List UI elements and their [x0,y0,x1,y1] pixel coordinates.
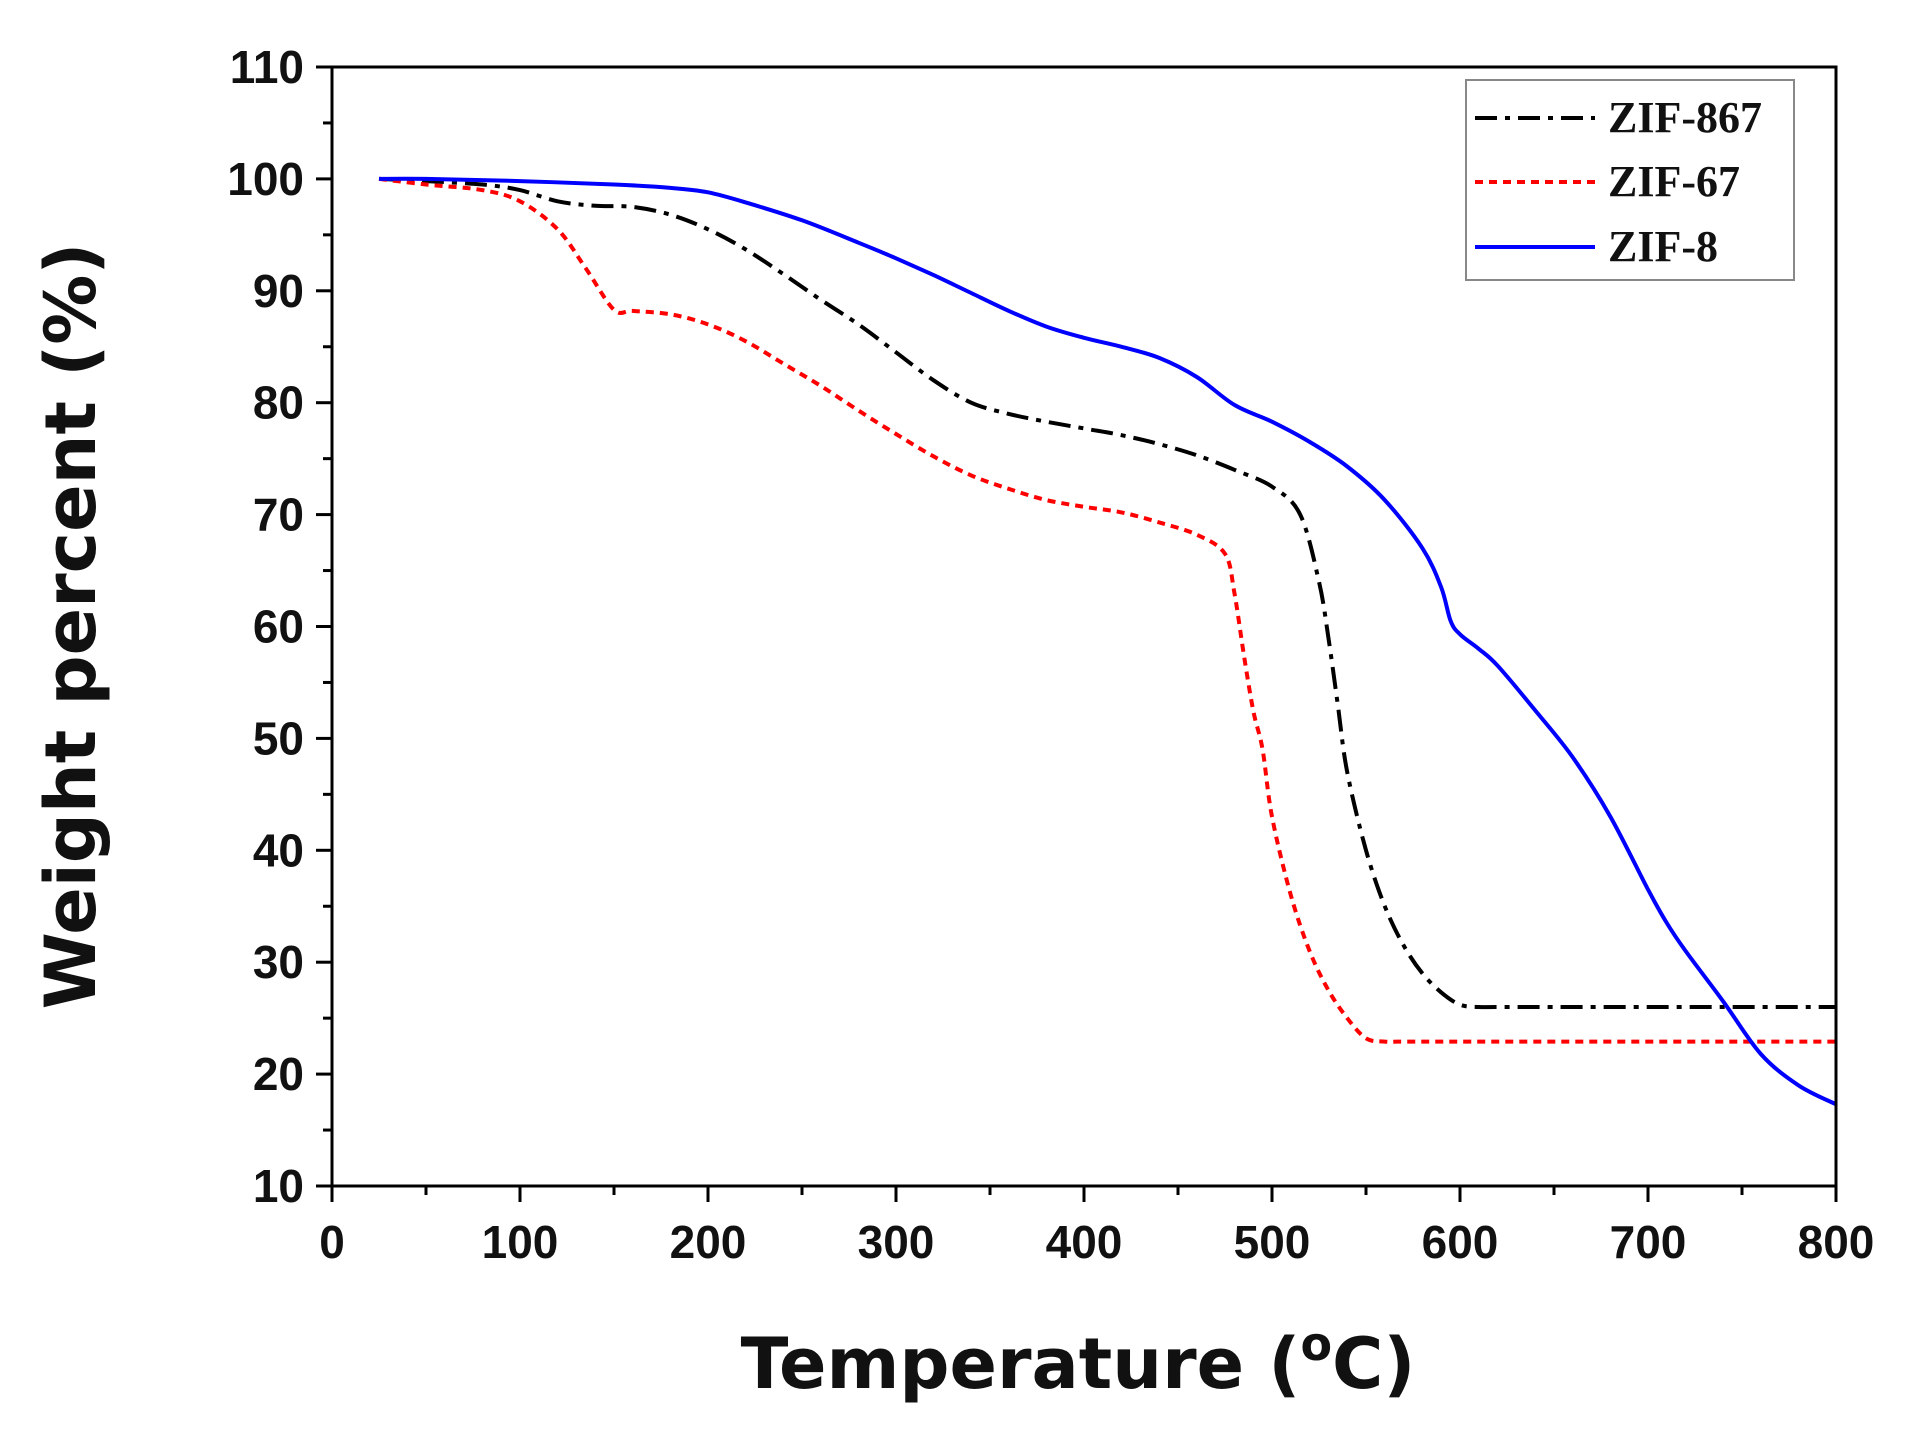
y-tick-label: 60 [253,601,304,653]
x-axis-title-main: Temperature ( [741,1323,1301,1405]
y-tick-label: 10 [253,1160,304,1212]
y-tick-label: 70 [253,489,304,541]
x-tick-label: 500 [1234,1216,1311,1268]
axis-ticks: 0 100 200 300 400 500 600 700 800 10 20 30 40 50 60 70 8… [227,41,1874,1268]
x-axis-title-superscript: o [1300,1317,1332,1371]
y-tick-label: 40 [253,824,304,876]
y-axis-title: Weight percent (%) [30,243,112,1010]
x-tick-label: 200 [670,1216,747,1268]
legend-label-zif-8: ZIF-8 [1608,222,1718,271]
x-tick-label: 0 [319,1216,345,1268]
y-tick-label: 90 [253,265,304,317]
x-tick-label: 800 [1798,1216,1875,1268]
x-axis-title-unit: C) [1332,1323,1415,1405]
x-tick-label: 600 [1422,1216,1499,1268]
y-tick-label: 110 [230,41,304,93]
legend-label-zif-867: ZIF-867 [1608,93,1762,142]
legend: ZIF-867 ZIF-67 ZIF-8 [1465,79,1795,281]
series-line-zif-67 [378,176,1836,1044]
x-axis-title: Temperature (oC) [741,1317,1416,1405]
y-tick-label: 100 [227,153,304,205]
y-tick-label: 20 [253,1048,304,1100]
x-tick-label: 400 [1046,1216,1123,1268]
y-tick-label: 50 [253,712,304,764]
x-tick-label: 700 [1610,1216,1687,1268]
y-tick-label: 30 [253,936,304,988]
x-tick-label: 100 [482,1216,559,1268]
legend-label-zif-67: ZIF-67 [1608,157,1740,206]
series-line-zif-867 [378,176,1836,1010]
series-line-zif-8 [378,176,1837,1107]
series-layer [378,176,1837,1107]
x-tick-label: 300 [858,1216,935,1268]
y-tick-label: 80 [253,377,304,429]
